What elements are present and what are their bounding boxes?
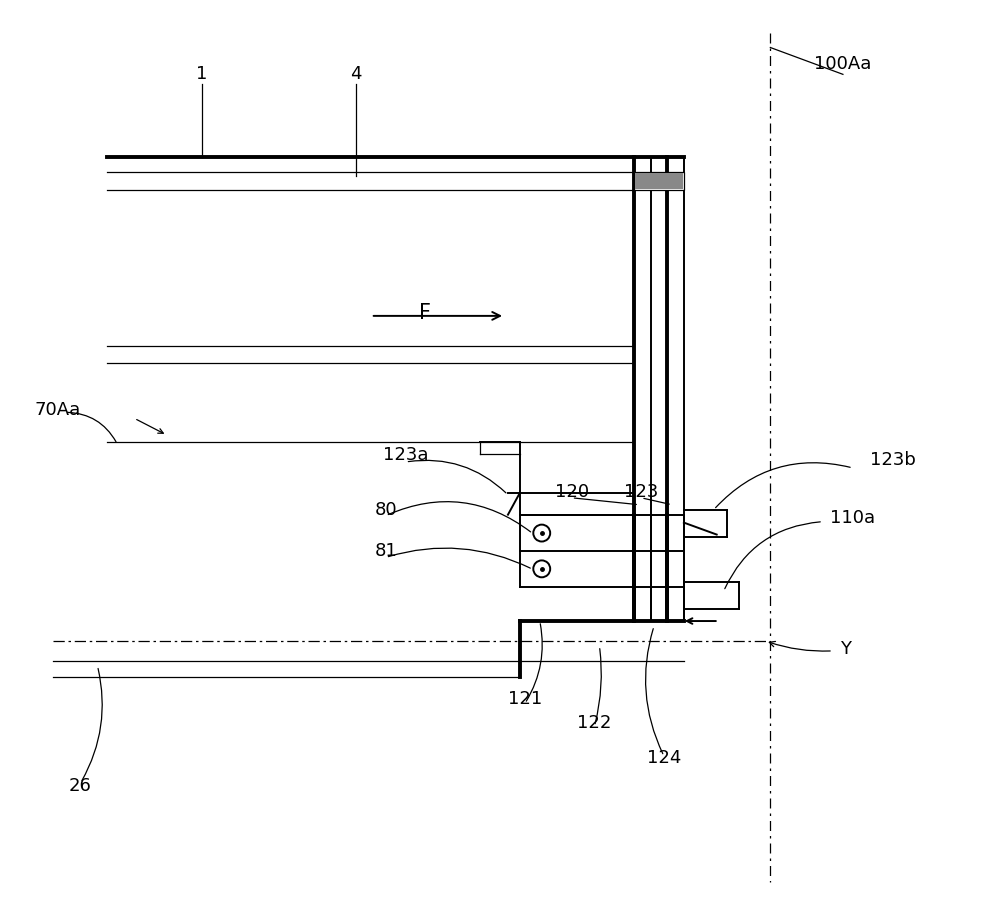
Text: 81: 81 bbox=[374, 543, 397, 560]
Text: 80: 80 bbox=[374, 500, 397, 519]
Text: 110a: 110a bbox=[830, 509, 875, 527]
Text: 4: 4 bbox=[350, 66, 362, 83]
Text: Y: Y bbox=[840, 640, 851, 658]
Text: 122: 122 bbox=[577, 714, 612, 733]
Bar bbox=[635, 173, 683, 188]
Text: 100Aa: 100Aa bbox=[814, 55, 872, 74]
Text: 120: 120 bbox=[555, 483, 589, 501]
Text: 123: 123 bbox=[624, 483, 658, 501]
Bar bbox=[634, 172, 684, 189]
Text: F: F bbox=[419, 303, 431, 323]
Text: 70Aa: 70Aa bbox=[35, 402, 81, 419]
Text: 26: 26 bbox=[69, 777, 92, 795]
Text: 123b: 123b bbox=[870, 451, 916, 469]
Text: 123a: 123a bbox=[383, 446, 428, 464]
Text: 124: 124 bbox=[647, 749, 681, 767]
Text: 121: 121 bbox=[508, 689, 542, 708]
Text: 1: 1 bbox=[196, 66, 207, 83]
